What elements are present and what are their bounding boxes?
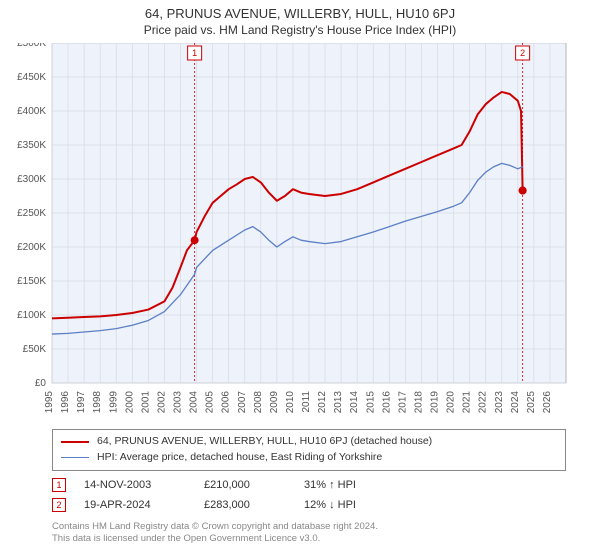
legend-item-property: 64, PRUNUS AVENUE, WILLERBY, HULL, HU10 … — [61, 434, 557, 450]
svg-text:2026: 2026 — [542, 391, 553, 414]
svg-text:£0: £0 — [35, 378, 47, 389]
svg-text:2: 2 — [520, 48, 525, 58]
svg-text:£350K: £350K — [17, 140, 46, 151]
footer-line: Contains HM Land Registry data © Crown c… — [52, 521, 566, 534]
svg-text:2016: 2016 — [381, 391, 392, 414]
svg-text:2006: 2006 — [221, 391, 232, 414]
sale-delta: 12% ↓ HPI — [304, 499, 404, 511]
svg-text:2020: 2020 — [446, 391, 457, 414]
svg-text:2003: 2003 — [173, 391, 184, 414]
footer-attribution: Contains HM Land Registry data © Crown c… — [52, 521, 566, 547]
price-chart: £0 £50K £100K £150K £200K £250K £300K £350K £400… — [0, 43, 600, 423]
sale-price: £210,000 — [204, 479, 304, 491]
svg-text:2002: 2002 — [156, 391, 167, 414]
sale-marker-icon: 1 — [52, 478, 66, 492]
sale-events: 1 14-NOV-2003 £210,000 31% ↑ HPI 2 19-AP… — [52, 475, 566, 515]
svg-text:£450K: £450K — [17, 72, 46, 83]
svg-text:£250K: £250K — [17, 208, 46, 219]
svg-text:2007: 2007 — [237, 391, 248, 414]
svg-text:£100K: £100K — [17, 310, 46, 321]
sale-row: 1 14-NOV-2003 £210,000 31% ↑ HPI — [52, 475, 566, 495]
svg-text:£500K: £500K — [17, 43, 46, 49]
svg-text:2010: 2010 — [285, 391, 296, 414]
svg-text:2025: 2025 — [526, 391, 537, 414]
svg-text:2023: 2023 — [494, 391, 505, 414]
svg-text:£300K: £300K — [17, 174, 46, 185]
svg-text:2011: 2011 — [301, 391, 312, 413]
page-title: 64, PRUNUS AVENUE, WILLERBY, HULL, HU10 … — [0, 0, 600, 21]
svg-text:2018: 2018 — [413, 391, 424, 414]
legend-label: 64, PRUNUS AVENUE, WILLERBY, HULL, HU10 … — [97, 434, 432, 450]
svg-text:2000: 2000 — [124, 391, 135, 414]
svg-text:1998: 1998 — [92, 391, 103, 414]
svg-text:2014: 2014 — [349, 391, 360, 414]
svg-text:2022: 2022 — [478, 391, 489, 414]
svg-text:2017: 2017 — [397, 391, 408, 414]
legend-item-hpi: HPI: Average price, detached house, East… — [61, 450, 557, 466]
svg-text:2008: 2008 — [253, 391, 264, 414]
sale-date: 14-NOV-2003 — [84, 479, 204, 491]
svg-text:2005: 2005 — [205, 391, 216, 414]
page-subtitle: Price paid vs. HM Land Registry's House … — [0, 21, 600, 43]
svg-text:£200K: £200K — [17, 242, 46, 253]
svg-text:2015: 2015 — [365, 391, 376, 414]
legend: 64, PRUNUS AVENUE, WILLERBY, HULL, HU10 … — [52, 429, 566, 471]
sale-price: £283,000 — [204, 499, 304, 511]
svg-text:1999: 1999 — [108, 391, 119, 414]
svg-text:2021: 2021 — [462, 391, 473, 414]
svg-text:£50K: £50K — [23, 344, 47, 355]
svg-text:2013: 2013 — [333, 391, 344, 414]
svg-text:1996: 1996 — [60, 391, 71, 414]
legend-label: HPI: Average price, detached house, East… — [97, 450, 382, 466]
legend-swatch — [61, 441, 89, 443]
svg-text:2012: 2012 — [317, 391, 328, 414]
svg-text:2024: 2024 — [510, 391, 521, 414]
svg-text:£400K: £400K — [17, 106, 46, 117]
svg-text:2004: 2004 — [189, 391, 200, 414]
footer-line: This data is licensed under the Open Gov… — [52, 533, 566, 546]
svg-text:1995: 1995 — [44, 391, 55, 414]
sale-marker-icon: 2 — [52, 498, 66, 512]
svg-text:2019: 2019 — [430, 391, 441, 414]
svg-text:2001: 2001 — [140, 391, 151, 414]
svg-text:1: 1 — [192, 48, 197, 58]
sale-delta: 31% ↑ HPI — [304, 479, 404, 491]
svg-text:2009: 2009 — [269, 391, 280, 414]
legend-swatch — [61, 457, 89, 458]
svg-text:£150K: £150K — [17, 276, 46, 287]
sale-row: 2 19-APR-2024 £283,000 12% ↓ HPI — [52, 495, 566, 515]
sale-date: 19-APR-2024 — [84, 499, 204, 511]
svg-text:1997: 1997 — [76, 391, 87, 414]
